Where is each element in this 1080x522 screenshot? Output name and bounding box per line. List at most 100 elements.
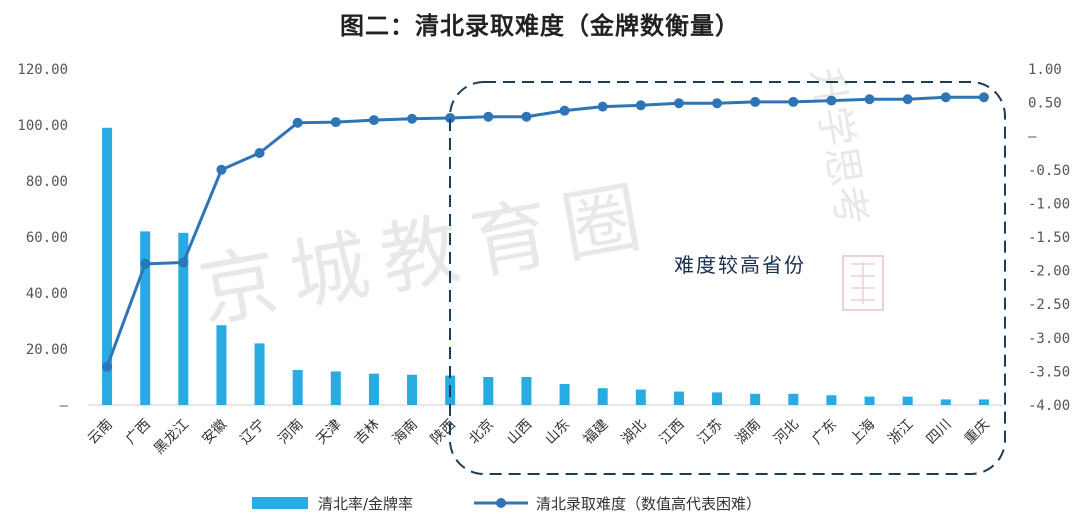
right-axis-tick: -1.50 [1028, 230, 1070, 246]
line-point [673, 98, 684, 109]
x-axis-label: 广东 [809, 417, 840, 448]
x-axis-label: 四川 [924, 417, 955, 448]
left-axis-tick: – [60, 398, 69, 414]
line-point [140, 258, 151, 269]
chart-title: 图二：清北录取难度（金牌数衡量） [340, 12, 740, 40]
x-axis-label: 安徽 [199, 417, 230, 448]
left-axis-tick: 100.00 [17, 118, 68, 134]
right-axis-tick: -0.50 [1028, 163, 1070, 179]
right-axis-tick: 1.00 [1028, 62, 1062, 78]
x-axis-label: 重庆 [962, 417, 993, 448]
line-path [105, 95, 984, 368]
line-point [864, 94, 875, 105]
line-point [635, 100, 646, 111]
line-point [978, 92, 989, 103]
left-axis-tick: 120.00 [17, 62, 68, 78]
x-axis-label: 山西 [504, 417, 535, 448]
bar [330, 371, 341, 405]
line-point [254, 148, 265, 158]
x-axis-label: 湖南 [733, 417, 764, 448]
line-point [445, 113, 456, 124]
line-point [216, 164, 227, 175]
line-point [292, 117, 303, 128]
line-point [597, 101, 608, 112]
bar [673, 391, 684, 405]
watermark-seal-icon [842, 255, 884, 311]
bar [407, 374, 418, 405]
bar [826, 395, 837, 405]
bar [978, 399, 989, 405]
x-axis-label: 辽宁 [237, 416, 269, 448]
right-axis-tick: – [1028, 129, 1037, 145]
x-axis-label: 河北 [771, 417, 802, 448]
left-axis-tick: 40.00 [26, 286, 68, 302]
legend-bar-label: 清北率/金牌率 [318, 495, 413, 513]
line-point [750, 96, 761, 107]
line-point [330, 117, 341, 128]
bar [712, 392, 723, 405]
x-axis-label: 浙江 [885, 417, 916, 448]
bar [750, 393, 761, 405]
bar [102, 127, 113, 406]
right-axis-tick: -4.00 [1028, 398, 1070, 414]
right-axis-tick: -3.50 [1028, 364, 1070, 380]
bar [483, 377, 494, 405]
annotation-text: 难度较高省份 [674, 253, 806, 277]
right-axis-tick: -3.00 [1028, 331, 1070, 347]
legend-line-label: 清北录取难度（数值高代表困难） [536, 495, 761, 513]
bar [635, 389, 646, 405]
bar [521, 377, 532, 405]
left-axis-tick: 60.00 [26, 230, 68, 246]
x-axis-labels: 云南 广西黑龙江 安徽 辽宁 河南 天津 吉林 海南 陕西 北京 山西 山东 福建 湖北 江西 江苏 湖南 河北广… [85, 416, 993, 458]
line-point [788, 96, 799, 107]
x-axis-label: 吉林 [352, 417, 383, 448]
x-axis-label: 海南 [390, 417, 421, 448]
x-axis-label: 陕西 [428, 417, 459, 448]
x-axis-label: 江西 [657, 417, 688, 448]
legend: 清北率/金牌率 清北录取难度（数值高代表困难） [252, 495, 761, 513]
bar [788, 393, 799, 405]
bar [254, 343, 265, 405]
x-axis-label: 云南 [85, 417, 116, 448]
right-axis: -4.00 -3.50 -3.00 -2.50 -2.00 -1.50 -1.00 -0.50… [1028, 62, 1070, 414]
x-axis-label: 北京 [466, 417, 497, 448]
line-point [712, 98, 723, 109]
x-axis-label: 天津 [314, 417, 345, 448]
x-axis-label: 江苏 [695, 417, 726, 448]
line-point [368, 115, 379, 126]
bar [940, 399, 951, 405]
x-axis-label: 山东 [542, 417, 573, 448]
line-point [102, 361, 113, 372]
line-series [102, 92, 989, 372]
watermark-text: 京城教育圈 [193, 170, 662, 339]
line-point [407, 113, 418, 124]
right-axis-tick: -2.50 [1028, 297, 1070, 313]
line-point [178, 257, 189, 268]
legend-line-marker [496, 498, 506, 508]
line-point [521, 111, 532, 122]
left-axis: – 20.00 40.00 60.00 80.00 100.00 120.00 [17, 62, 68, 414]
line-point [826, 95, 837, 106]
line-point [902, 94, 913, 105]
x-axis-label: 湖北 [619, 417, 650, 448]
left-axis-tick: 80.00 [26, 174, 68, 190]
right-axis-tick: 0.50 [1028, 96, 1062, 112]
right-axis-tick: -2.00 [1028, 264, 1070, 280]
right-axis-tick: -1.00 [1028, 196, 1070, 212]
bar [597, 388, 608, 405]
line-point [940, 92, 951, 103]
x-axis-label: 黑龙江 [151, 417, 192, 458]
bar [864, 396, 875, 405]
legend-bar-swatch [252, 497, 308, 509]
bar [140, 231, 151, 405]
bar [559, 384, 570, 405]
line-point [559, 105, 570, 116]
bar [216, 325, 227, 405]
watermark-side-text: 升学思考 [802, 64, 875, 230]
bar [368, 373, 379, 405]
bar [902, 396, 913, 405]
x-axis-label: 河南 [275, 417, 306, 448]
bar [292, 370, 303, 405]
